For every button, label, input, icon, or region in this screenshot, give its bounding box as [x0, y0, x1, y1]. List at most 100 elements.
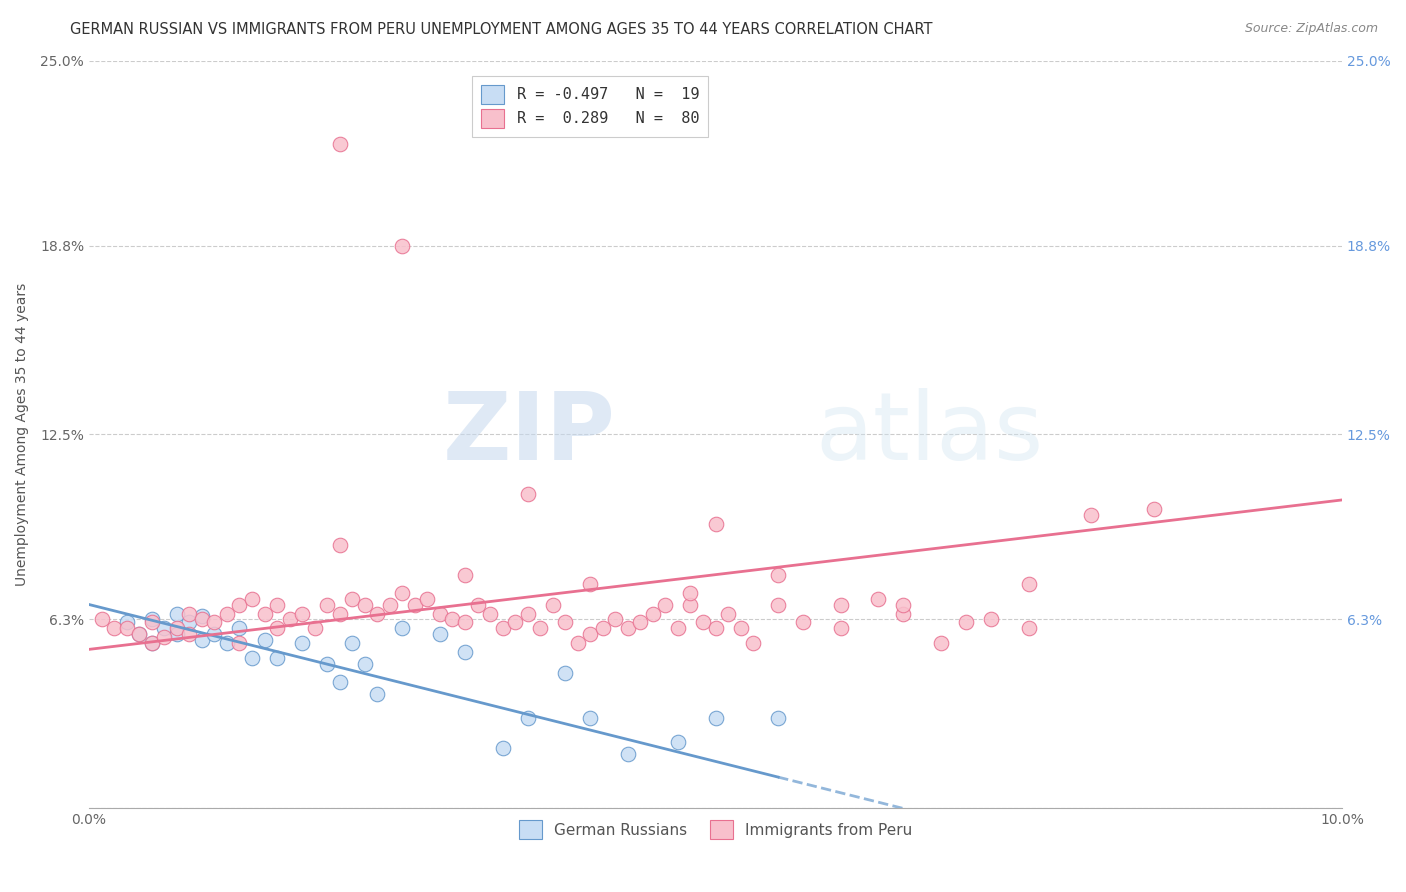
Point: [191, 633, 214, 648]
Point: [191, 612, 214, 626]
Point: [679, 585, 702, 599]
Point: [404, 598, 426, 612]
Point: [191, 609, 214, 624]
Point: [291, 636, 314, 650]
Point: [830, 622, 852, 636]
Point: [90, 612, 112, 626]
Point: [391, 622, 413, 636]
Point: [666, 622, 689, 636]
Point: [628, 615, 651, 630]
Point: [467, 598, 489, 612]
Point: [141, 636, 163, 650]
Point: [215, 607, 238, 621]
Point: [342, 591, 364, 606]
Point: [304, 622, 326, 636]
Point: [503, 615, 526, 630]
Point: [240, 651, 263, 665]
Point: [179, 607, 201, 621]
Point: [141, 636, 163, 650]
Point: [742, 636, 765, 650]
Point: [1143, 502, 1166, 516]
Point: [316, 598, 339, 612]
Point: [454, 567, 477, 582]
Point: [202, 615, 225, 630]
Point: [766, 567, 789, 582]
Point: [329, 675, 352, 690]
Point: [329, 607, 352, 621]
Point: [579, 711, 602, 725]
Point: [253, 633, 276, 648]
Point: [479, 607, 502, 621]
Point: [153, 631, 176, 645]
Point: [266, 622, 288, 636]
Point: [266, 651, 288, 665]
Point: [128, 627, 150, 641]
Point: [766, 711, 789, 725]
Point: [541, 598, 564, 612]
Point: [579, 627, 602, 641]
Point: [141, 612, 163, 626]
Legend: German Russians, Immigrants from Peru: German Russians, Immigrants from Peru: [513, 814, 918, 845]
Point: [454, 645, 477, 659]
Point: [830, 598, 852, 612]
Point: [342, 636, 364, 650]
Point: [704, 711, 727, 725]
Point: [115, 615, 138, 630]
Point: [692, 615, 714, 630]
Point: [441, 612, 464, 626]
Point: [329, 538, 352, 552]
Point: [516, 607, 538, 621]
Point: [893, 607, 915, 621]
Point: [579, 576, 602, 591]
Point: [491, 622, 513, 636]
Point: [391, 239, 413, 253]
Point: [567, 636, 589, 650]
Point: [704, 516, 727, 531]
Point: [215, 636, 238, 650]
Text: GERMAN RUSSIAN VS IMMIGRANTS FROM PERU UNEMPLOYMENT AMONG AGES 35 TO 44 YEARS CO: GERMAN RUSSIAN VS IMMIGRANTS FROM PERU U…: [70, 22, 932, 37]
Point: [240, 591, 263, 606]
Point: [704, 622, 727, 636]
Point: [378, 598, 401, 612]
Point: [166, 622, 188, 636]
Point: [929, 636, 952, 650]
Point: [366, 687, 388, 701]
Point: [1018, 622, 1040, 636]
Point: [266, 598, 288, 612]
Point: [955, 615, 977, 630]
Point: [128, 627, 150, 641]
Point: [329, 137, 352, 152]
Point: [454, 615, 477, 630]
Point: [1018, 576, 1040, 591]
Point: [617, 747, 640, 761]
Point: [141, 615, 163, 630]
Point: [730, 622, 752, 636]
Point: [316, 657, 339, 672]
Point: [429, 607, 451, 621]
Point: [278, 612, 301, 626]
Point: [429, 627, 451, 641]
Point: [103, 622, 125, 636]
Point: [766, 598, 789, 612]
Point: [1080, 508, 1102, 522]
Point: [554, 615, 576, 630]
Text: atlas: atlas: [815, 388, 1045, 480]
Point: [529, 622, 551, 636]
Point: [554, 666, 576, 681]
Point: [228, 622, 250, 636]
Point: [491, 741, 513, 756]
Point: [228, 598, 250, 612]
Point: [679, 598, 702, 612]
Point: [366, 607, 388, 621]
Point: [666, 735, 689, 749]
Point: [166, 607, 188, 621]
Point: [516, 711, 538, 725]
Point: [353, 598, 375, 612]
Point: [291, 607, 314, 621]
Text: Source: ZipAtlas.com: Source: ZipAtlas.com: [1244, 22, 1378, 36]
Point: [179, 627, 201, 641]
Point: [416, 591, 439, 606]
Text: ZIP: ZIP: [443, 388, 616, 480]
Point: [253, 607, 276, 621]
Point: [228, 636, 250, 650]
